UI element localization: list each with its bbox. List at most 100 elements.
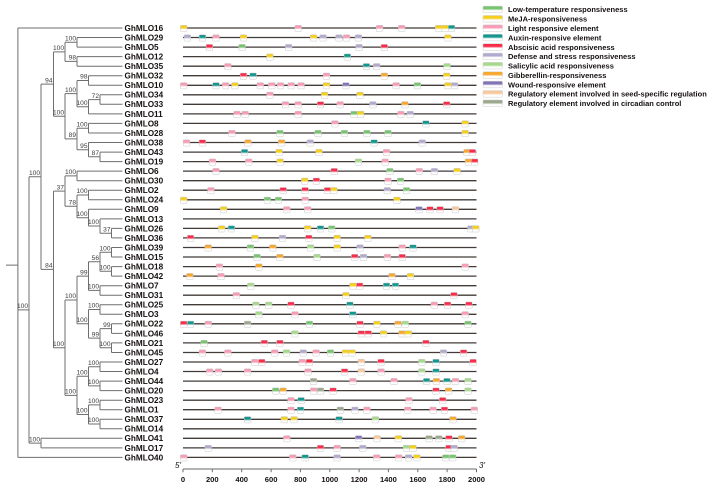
svg-text:GhMLO21: GhMLO21 <box>125 339 164 348</box>
svg-text:GhMLO6: GhMLO6 <box>125 167 160 176</box>
svg-text:100: 100 <box>53 45 64 52</box>
svg-text:GhMLO46: GhMLO46 <box>125 329 164 338</box>
svg-text:GhMLO18: GhMLO18 <box>125 263 164 272</box>
svg-text:GhMLO11: GhMLO11 <box>125 110 164 119</box>
svg-text:GhMLO5: GhMLO5 <box>125 43 160 52</box>
svg-text:100: 100 <box>76 121 87 128</box>
svg-text:100: 100 <box>88 398 99 405</box>
svg-text:72: 72 <box>92 93 100 100</box>
svg-text:100: 100 <box>53 341 64 348</box>
svg-text:GhMLO9: GhMLO9 <box>125 205 160 214</box>
svg-text:100: 100 <box>76 211 87 218</box>
svg-text:GhMLO16: GhMLO16 <box>125 24 164 33</box>
svg-text:100: 100 <box>65 293 76 300</box>
svg-text:GhMLO34: GhMLO34 <box>125 91 164 100</box>
svg-text:100: 100 <box>99 265 110 272</box>
svg-text:GhMLO41: GhMLO41 <box>125 434 164 443</box>
svg-text:GhMLO37: GhMLO37 <box>125 415 164 424</box>
svg-text:100: 100 <box>88 417 99 424</box>
svg-text:GhMLO23: GhMLO23 <box>125 396 164 405</box>
svg-text:Light responsive element: Light responsive element <box>508 24 599 33</box>
svg-text:GhMLO28: GhMLO28 <box>125 129 164 138</box>
svg-text:GhMLO36: GhMLO36 <box>125 234 164 243</box>
svg-text:1000: 1000 <box>321 475 338 484</box>
svg-text:800: 800 <box>294 475 307 484</box>
svg-text:100: 100 <box>65 87 76 94</box>
svg-text:100: 100 <box>88 379 99 386</box>
svg-text:GhMLO14: GhMLO14 <box>125 425 164 434</box>
svg-text:GhMLO33: GhMLO33 <box>125 100 164 109</box>
svg-text:100: 100 <box>76 188 87 195</box>
svg-text:GhMLO32: GhMLO32 <box>125 72 164 81</box>
svg-text:Regulatory element involved in: Regulatory element involved in circadian… <box>508 99 681 108</box>
svg-text:100: 100 <box>76 100 87 107</box>
svg-text:Defense and stress responsiven: Defense and stress responsiveness <box>508 52 636 61</box>
svg-text:99: 99 <box>103 322 111 329</box>
svg-text:84: 84 <box>45 263 53 270</box>
svg-text:37: 37 <box>57 184 65 191</box>
svg-text:95: 95 <box>80 143 88 150</box>
svg-text:1400: 1400 <box>380 475 397 484</box>
svg-text:100: 100 <box>65 389 76 396</box>
svg-text:98: 98 <box>69 55 77 62</box>
svg-text:GhMLO2: GhMLO2 <box>125 186 160 195</box>
svg-text:400: 400 <box>235 475 248 484</box>
svg-text:Auxin-responsive element: Auxin-responsive element <box>508 33 602 42</box>
svg-text:GhMLO43: GhMLO43 <box>125 148 164 157</box>
svg-text:GhMLO10: GhMLO10 <box>125 81 164 90</box>
svg-text:2000: 2000 <box>468 475 485 484</box>
svg-text:100: 100 <box>76 370 87 377</box>
svg-text:GhMLO30: GhMLO30 <box>125 177 164 186</box>
svg-text:GhMLO4: GhMLO4 <box>125 367 160 376</box>
svg-text:GhMLO17: GhMLO17 <box>125 444 164 453</box>
svg-text:GhMLO44: GhMLO44 <box>125 377 164 386</box>
svg-text:GhMLO45: GhMLO45 <box>125 348 164 357</box>
svg-text:Regulatory element involved in: Regulatory element involved in seed-spec… <box>508 90 707 99</box>
svg-text:GhMLO27: GhMLO27 <box>125 358 164 367</box>
svg-text:1200: 1200 <box>351 475 368 484</box>
svg-text:GhMLO22: GhMLO22 <box>125 320 164 329</box>
svg-text:GhMLO19: GhMLO19 <box>125 158 164 167</box>
svg-text:0: 0 <box>181 475 185 484</box>
svg-text:GhMLO42: GhMLO42 <box>125 272 164 281</box>
svg-text:600: 600 <box>265 475 278 484</box>
svg-text:100: 100 <box>29 170 40 177</box>
svg-text:GhMLO1: GhMLO1 <box>125 406 160 415</box>
svg-text:100: 100 <box>88 303 99 310</box>
svg-text:GhMLO40: GhMLO40 <box>125 453 164 462</box>
svg-text:100: 100 <box>88 284 99 291</box>
svg-text:89: 89 <box>69 132 77 139</box>
svg-text:3': 3' <box>479 461 485 470</box>
svg-text:GhMLO29: GhMLO29 <box>125 33 164 42</box>
svg-text:100: 100 <box>88 360 99 367</box>
svg-text:100: 100 <box>76 408 87 415</box>
svg-text:GhMLO35: GhMLO35 <box>125 62 164 71</box>
svg-text:78: 78 <box>69 200 77 207</box>
svg-text:100: 100 <box>76 317 87 324</box>
svg-text:100: 100 <box>65 36 76 43</box>
svg-text:1600: 1600 <box>409 475 426 484</box>
svg-text:98: 98 <box>80 74 88 81</box>
svg-text:56: 56 <box>92 255 100 262</box>
svg-text:GhMLO7: GhMLO7 <box>125 282 160 291</box>
svg-text:GhMLO24: GhMLO24 <box>125 196 164 205</box>
svg-text:GhMLO20: GhMLO20 <box>125 387 164 396</box>
svg-text:GhMLO13: GhMLO13 <box>125 215 164 224</box>
svg-text:MeJA-responsiveness: MeJA-responsiveness <box>508 15 587 24</box>
svg-text:99: 99 <box>80 269 88 276</box>
svg-text:Salicylic acid responsiveness: Salicylic acid responsiveness <box>508 62 614 71</box>
svg-text:GhMLO12: GhMLO12 <box>125 53 164 62</box>
svg-text:100: 100 <box>88 219 99 226</box>
svg-text:100: 100 <box>29 436 40 443</box>
svg-text:100: 100 <box>65 169 76 176</box>
svg-text:GhMLO25: GhMLO25 <box>125 301 164 310</box>
svg-text:100: 100 <box>99 246 110 253</box>
svg-text:GhMLO3: GhMLO3 <box>125 310 160 319</box>
svg-text:GhMLO26: GhMLO26 <box>125 224 164 233</box>
svg-text:5': 5' <box>175 461 181 470</box>
svg-text:GhMLO15: GhMLO15 <box>125 253 164 262</box>
svg-text:Wound-responsive element: Wound-responsive element <box>508 80 606 89</box>
svg-text:Low-temperature responsiveness: Low-temperature responsiveness <box>508 5 628 14</box>
svg-text:Abscisic acid responsiveness: Abscisic acid responsiveness <box>508 43 615 52</box>
svg-text:GhMLO8: GhMLO8 <box>125 119 160 128</box>
